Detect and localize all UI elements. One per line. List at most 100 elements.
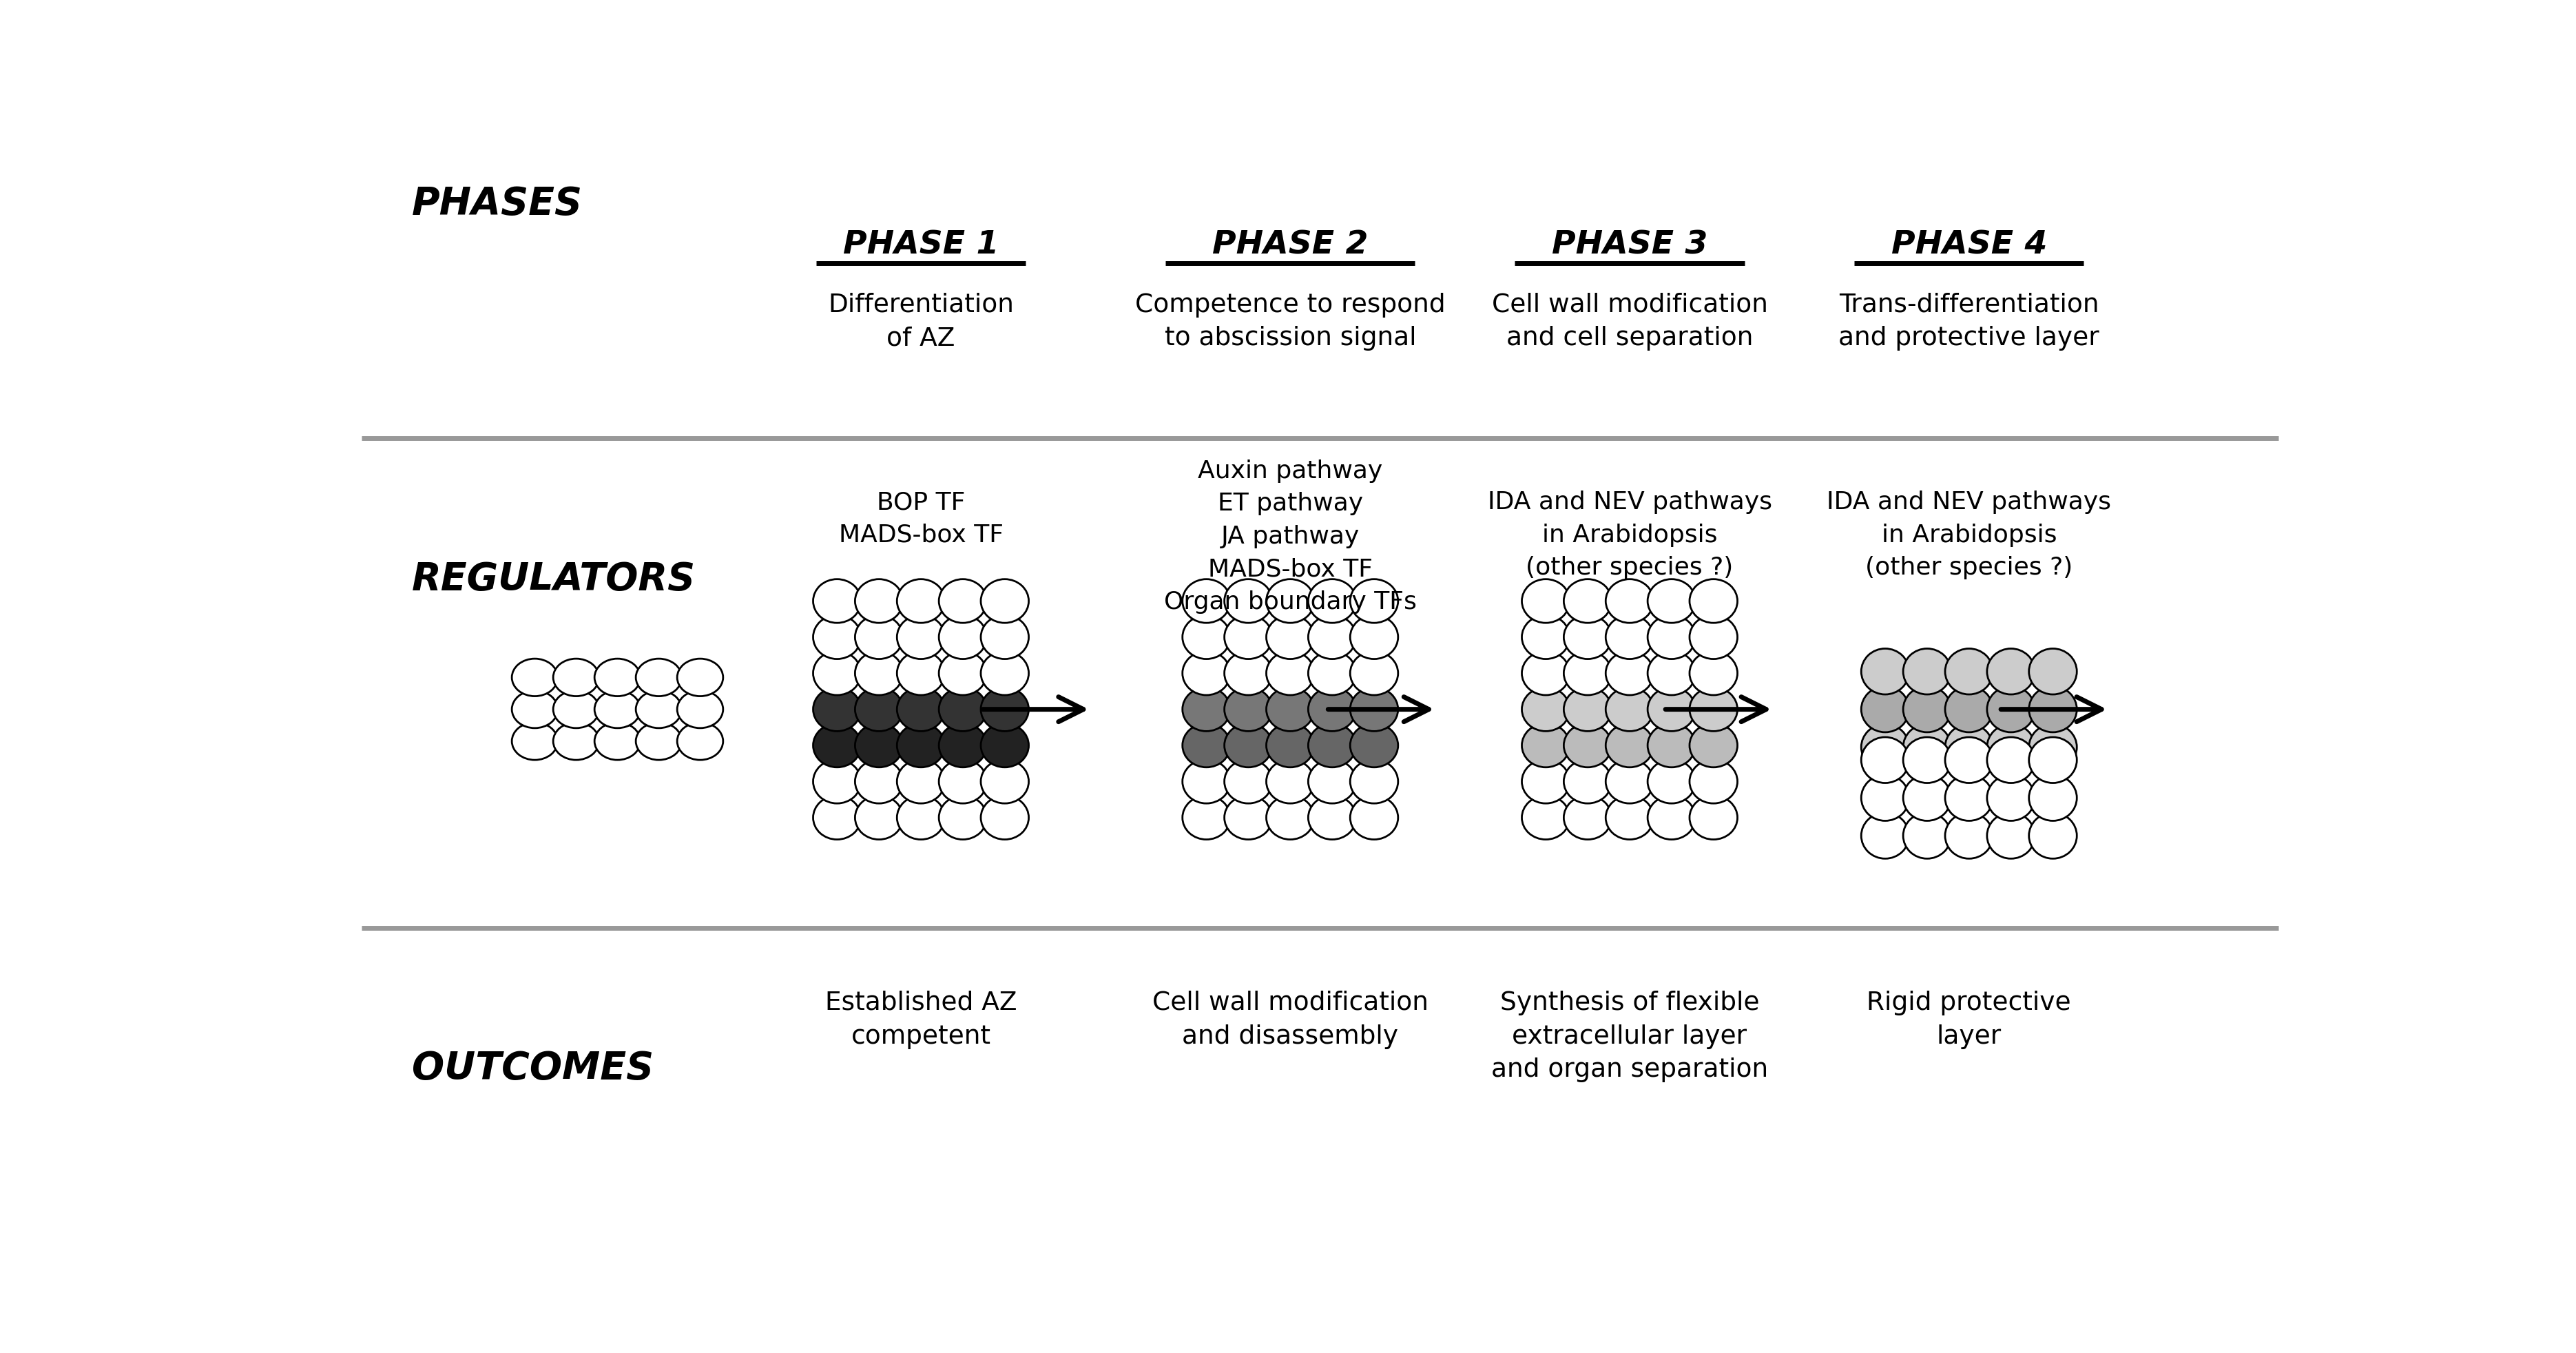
Ellipse shape <box>1986 737 2035 783</box>
Ellipse shape <box>855 651 904 695</box>
Ellipse shape <box>1605 687 1654 731</box>
Ellipse shape <box>1904 737 1950 783</box>
Ellipse shape <box>1986 686 2035 732</box>
Ellipse shape <box>896 796 945 839</box>
Ellipse shape <box>1182 687 1231 731</box>
Ellipse shape <box>554 690 600 728</box>
Ellipse shape <box>1350 651 1399 695</box>
Ellipse shape <box>896 687 945 731</box>
Ellipse shape <box>1350 579 1399 622</box>
Ellipse shape <box>981 796 1028 839</box>
Ellipse shape <box>1182 724 1231 767</box>
Ellipse shape <box>1267 651 1314 695</box>
Ellipse shape <box>1605 759 1654 804</box>
Ellipse shape <box>896 724 945 767</box>
Ellipse shape <box>1986 813 2035 859</box>
Ellipse shape <box>814 687 860 731</box>
Ellipse shape <box>1224 687 1273 731</box>
Ellipse shape <box>1522 759 1569 804</box>
Ellipse shape <box>855 616 904 659</box>
Ellipse shape <box>1564 759 1613 804</box>
Ellipse shape <box>814 759 860 804</box>
Ellipse shape <box>1649 687 1695 731</box>
Ellipse shape <box>1690 796 1736 839</box>
Text: Differentiation
of AZ: Differentiation of AZ <box>827 292 1015 350</box>
Ellipse shape <box>1309 616 1355 659</box>
Ellipse shape <box>1267 579 1314 622</box>
Ellipse shape <box>1945 813 1994 859</box>
Ellipse shape <box>1649 616 1695 659</box>
Text: Cell wall modification
and cell separation: Cell wall modification and cell separati… <box>1492 292 1767 350</box>
Ellipse shape <box>896 579 945 622</box>
Ellipse shape <box>1605 651 1654 695</box>
Ellipse shape <box>1224 616 1273 659</box>
Ellipse shape <box>1904 686 1950 732</box>
Ellipse shape <box>1309 651 1355 695</box>
Ellipse shape <box>896 616 945 659</box>
Ellipse shape <box>1309 687 1355 731</box>
Ellipse shape <box>1350 687 1399 731</box>
Ellipse shape <box>938 651 987 695</box>
Ellipse shape <box>1904 813 1950 859</box>
Ellipse shape <box>1182 579 1231 622</box>
Ellipse shape <box>1564 724 1613 767</box>
Ellipse shape <box>1605 616 1654 659</box>
Ellipse shape <box>1309 759 1355 804</box>
Ellipse shape <box>2030 648 2076 694</box>
Ellipse shape <box>1522 724 1569 767</box>
Ellipse shape <box>1309 724 1355 767</box>
Ellipse shape <box>2030 813 2076 859</box>
Ellipse shape <box>1986 775 2035 821</box>
Ellipse shape <box>1564 796 1613 839</box>
Ellipse shape <box>1945 686 1994 732</box>
Ellipse shape <box>513 659 559 697</box>
Ellipse shape <box>1690 687 1736 731</box>
Ellipse shape <box>855 759 904 804</box>
Ellipse shape <box>938 759 987 804</box>
Ellipse shape <box>636 690 683 728</box>
Ellipse shape <box>1862 813 1909 859</box>
Ellipse shape <box>855 579 904 622</box>
Ellipse shape <box>1267 796 1314 839</box>
Text: PHASE 2: PHASE 2 <box>1213 230 1368 261</box>
Ellipse shape <box>855 724 904 767</box>
Ellipse shape <box>1224 759 1273 804</box>
Text: Competence to respond
to abscission signal: Competence to respond to abscission sign… <box>1136 292 1445 350</box>
Ellipse shape <box>2030 737 2076 783</box>
Ellipse shape <box>1945 775 1994 821</box>
Ellipse shape <box>1309 579 1355 622</box>
Ellipse shape <box>855 687 904 731</box>
Ellipse shape <box>938 796 987 839</box>
Ellipse shape <box>1690 651 1736 695</box>
Ellipse shape <box>677 723 724 760</box>
Ellipse shape <box>636 659 683 697</box>
Ellipse shape <box>896 651 945 695</box>
Ellipse shape <box>1690 616 1736 659</box>
Ellipse shape <box>814 616 860 659</box>
Ellipse shape <box>1350 759 1399 804</box>
Ellipse shape <box>814 796 860 839</box>
Text: OUTCOMES: OUTCOMES <box>412 1050 654 1088</box>
Ellipse shape <box>1182 759 1231 804</box>
Ellipse shape <box>1986 648 2035 694</box>
Ellipse shape <box>1350 724 1399 767</box>
Text: Trans-differentiation
and protective layer: Trans-differentiation and protective lay… <box>1839 292 2099 350</box>
Text: PHASE 4: PHASE 4 <box>1891 230 2048 261</box>
Ellipse shape <box>1564 579 1613 622</box>
Ellipse shape <box>595 723 641 760</box>
Ellipse shape <box>513 690 559 728</box>
Ellipse shape <box>981 759 1028 804</box>
Ellipse shape <box>2030 775 2076 821</box>
Ellipse shape <box>1564 616 1613 659</box>
Ellipse shape <box>1182 616 1231 659</box>
Ellipse shape <box>554 723 600 760</box>
Ellipse shape <box>1904 648 1950 694</box>
Ellipse shape <box>1522 796 1569 839</box>
Ellipse shape <box>981 616 1028 659</box>
Ellipse shape <box>1522 687 1569 731</box>
Text: PHASES: PHASES <box>412 185 582 223</box>
Text: BOP TF
MADS-box TF: BOP TF MADS-box TF <box>840 491 1002 547</box>
Ellipse shape <box>1605 724 1654 767</box>
Ellipse shape <box>513 723 559 760</box>
Ellipse shape <box>2030 724 2076 770</box>
